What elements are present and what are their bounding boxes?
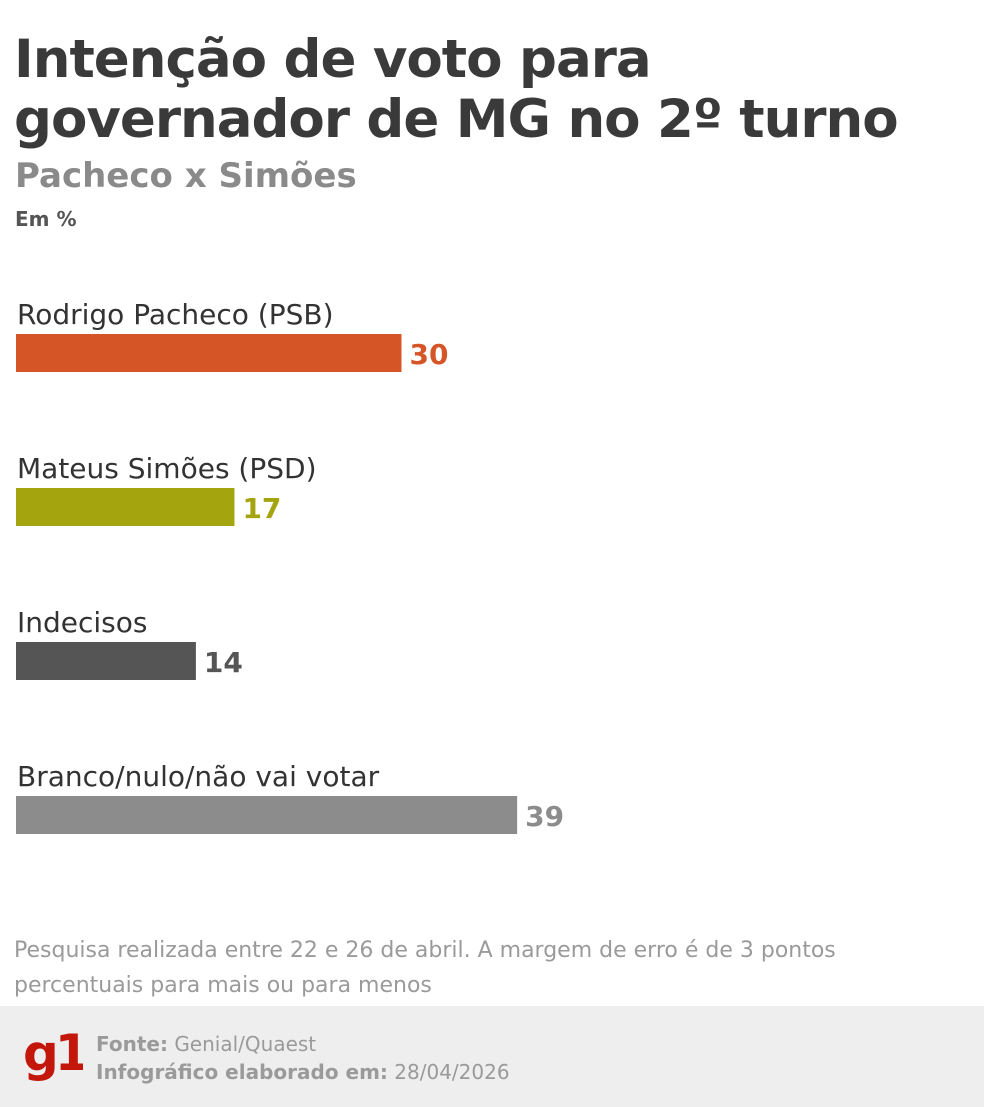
- date-line: Infográfico elaborado em: 28/04/2026: [96, 1058, 510, 1086]
- g1-logo-icon: g1: [23, 1024, 83, 1082]
- source-label: Fonte:: [96, 1032, 168, 1056]
- bar: [16, 488, 235, 526]
- chart-subtitle: Pacheco x Simões: [15, 156, 357, 196]
- source-block: Fonte: Genial/Quaest Infográfico elabora…: [96, 1030, 510, 1086]
- value-label: 17: [242, 492, 281, 525]
- category-label: Mateus Simões (PSD): [17, 452, 317, 485]
- chart-title: Intenção de voto para governador de MG n…: [14, 29, 899, 150]
- category-label: Branco/nulo/não vai votar: [17, 760, 380, 793]
- category-label: Indecisos: [17, 606, 147, 639]
- date-label: Infográfico elaborado em:: [96, 1060, 388, 1084]
- methodology-note: Pesquisa realizada entre 22 e 26 de abri…: [14, 938, 836, 998]
- source-line: Fonte: Genial/Quaest: [96, 1030, 510, 1058]
- bar: [16, 796, 518, 834]
- value-label: 30: [410, 338, 449, 371]
- category-label: Rodrigo Pacheco (PSB): [17, 298, 334, 331]
- footer: g1 Fonte: Genial/Quaest Infográfico elab…: [0, 1006, 984, 1107]
- value-label: 14: [204, 646, 243, 679]
- unit-label: Em %: [15, 207, 77, 231]
- value-label: 39: [525, 800, 564, 833]
- date-value: 28/04/2026: [394, 1060, 510, 1084]
- source-value: Genial/Quaest: [174, 1032, 317, 1056]
- svg-text:g1: g1: [23, 1024, 83, 1082]
- bar: [16, 642, 196, 680]
- bar: [16, 334, 402, 372]
